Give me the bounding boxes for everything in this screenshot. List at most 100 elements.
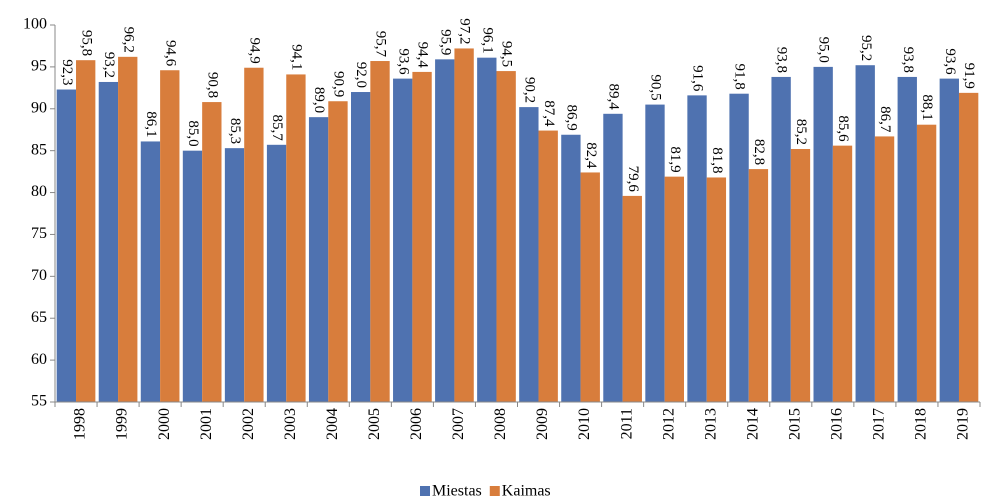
y-tick-label: 80 xyxy=(31,183,47,200)
bar xyxy=(308,117,329,403)
bar xyxy=(496,71,516,403)
bar xyxy=(435,59,455,403)
bar xyxy=(140,141,161,402)
value-label: 86,7 xyxy=(877,106,893,133)
value-label: 82,4 xyxy=(583,142,599,169)
value-label: 85,2 xyxy=(793,119,809,145)
value-label: 94,1 xyxy=(288,44,304,70)
value-label: 94,9 xyxy=(246,37,262,63)
x-tick-label: 2007 xyxy=(450,408,467,440)
value-label: 93,2 xyxy=(101,52,117,78)
x-tick-label: 2015 xyxy=(786,408,803,440)
value-label: 87,4 xyxy=(541,100,557,127)
x-tick-label: 2005 xyxy=(366,408,383,440)
x-tick-label: 1998 xyxy=(72,408,89,440)
bar xyxy=(916,124,937,402)
bar xyxy=(224,148,245,402)
value-label: 94,4 xyxy=(415,42,431,69)
x-tick-label: 2012 xyxy=(660,408,677,440)
value-label: 91,8 xyxy=(732,63,748,89)
value-label: 92,0 xyxy=(353,62,369,88)
bar xyxy=(454,48,474,403)
bar xyxy=(370,61,390,402)
value-label: 95,2 xyxy=(858,35,874,61)
bar xyxy=(118,56,138,402)
value-label: 94,5 xyxy=(499,41,515,67)
x-tick-label: 2006 xyxy=(408,408,425,440)
bar xyxy=(244,67,264,402)
value-label: 94,6 xyxy=(162,40,178,67)
bar xyxy=(729,93,749,402)
y-tick-label: 65 xyxy=(31,309,47,326)
value-label: 90,2 xyxy=(521,77,537,103)
bar xyxy=(832,145,853,402)
x-tick-label: 1999 xyxy=(114,408,131,440)
x-tick-label: 2018 xyxy=(913,408,930,440)
x-tick-label: 2019 xyxy=(955,408,972,440)
value-label: 95,9 xyxy=(437,29,453,55)
bar xyxy=(855,65,875,403)
bar xyxy=(538,130,558,402)
value-label: 86,1 xyxy=(143,111,159,137)
value-label: 81,9 xyxy=(667,146,683,172)
value-label: 93,8 xyxy=(774,47,790,73)
value-label: 81,8 xyxy=(709,147,725,173)
bar xyxy=(790,148,811,402)
bar xyxy=(687,95,707,402)
value-label: 85,3 xyxy=(227,118,243,144)
value-label: 90,9 xyxy=(331,71,347,97)
bar xyxy=(266,144,287,402)
x-tick-label: 2014 xyxy=(744,408,761,440)
legend-swatch xyxy=(420,486,430,496)
bar xyxy=(874,136,895,402)
bar xyxy=(98,81,119,403)
legend-label: Kaimas xyxy=(502,483,551,500)
bar xyxy=(622,195,642,402)
value-label: 95,7 xyxy=(373,31,389,58)
y-tick-label: 85 xyxy=(31,141,47,158)
value-label: 91,6 xyxy=(690,65,706,92)
value-label: 88,1 xyxy=(919,94,935,120)
bar xyxy=(202,102,222,402)
y-tick-label: 60 xyxy=(31,351,47,368)
y-tick-label: 55 xyxy=(31,393,47,410)
value-label: 85,7 xyxy=(269,115,285,142)
bar xyxy=(897,76,917,402)
x-tick-label: 2009 xyxy=(534,408,551,440)
value-label: 96,1 xyxy=(479,27,495,53)
bar xyxy=(939,78,959,403)
bar xyxy=(56,89,77,403)
value-label: 89,4 xyxy=(606,84,622,111)
value-label: 91,9 xyxy=(961,63,977,89)
bar xyxy=(706,177,727,402)
x-tick-label: 2011 xyxy=(618,408,635,439)
value-label: 90,8 xyxy=(204,72,220,98)
value-label: 79,6 xyxy=(625,166,641,193)
y-tick-label: 70 xyxy=(31,267,47,284)
bar xyxy=(286,74,306,402)
value-label: 93,8 xyxy=(900,47,916,73)
x-tick-label: 2001 xyxy=(198,408,215,440)
x-tick-label: 2017 xyxy=(871,408,888,440)
x-tick-label: 2013 xyxy=(702,408,719,440)
value-label: 85,6 xyxy=(835,115,851,142)
x-tick-label: 2002 xyxy=(240,408,257,440)
y-tick-label: 95 xyxy=(31,58,47,75)
y-tick-label: 90 xyxy=(31,99,47,116)
value-label: 92,3 xyxy=(59,59,75,85)
bar xyxy=(393,78,413,403)
value-label: 82,8 xyxy=(751,139,767,165)
bar xyxy=(519,107,539,402)
value-label: 93,6 xyxy=(942,48,958,75)
value-label: 97,2 xyxy=(457,18,473,44)
x-tick-label: 2008 xyxy=(492,408,509,440)
bar xyxy=(561,134,581,402)
bar xyxy=(160,70,180,403)
bar xyxy=(477,57,497,402)
x-tick-label: 2004 xyxy=(324,408,341,440)
x-tick-label: 2000 xyxy=(156,408,173,440)
bar xyxy=(412,71,432,402)
legend-swatch xyxy=(489,486,500,496)
